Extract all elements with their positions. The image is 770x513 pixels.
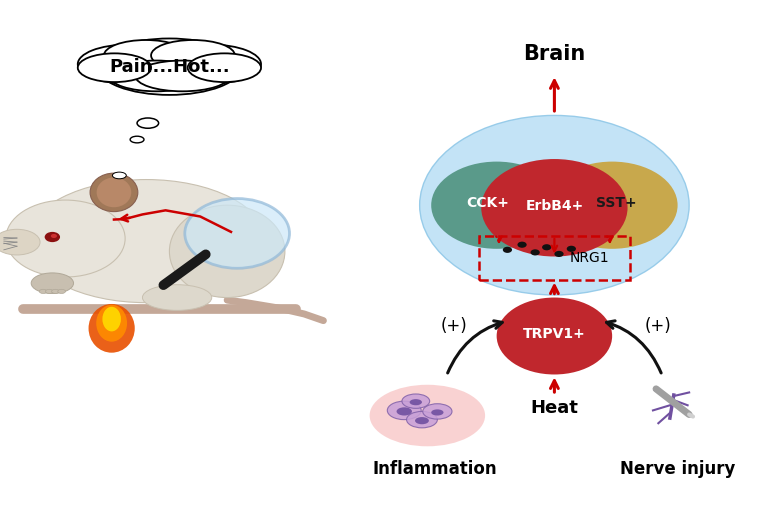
Ellipse shape (102, 307, 121, 331)
Circle shape (481, 159, 628, 256)
Text: Pain...Hot...: Pain...Hot... (109, 57, 229, 76)
Text: CCK+: CCK+ (466, 195, 509, 210)
Ellipse shape (45, 289, 53, 293)
Circle shape (542, 244, 551, 250)
Ellipse shape (104, 40, 188, 71)
Ellipse shape (151, 40, 235, 71)
Text: (+): (+) (441, 317, 467, 335)
Ellipse shape (370, 385, 485, 446)
Circle shape (517, 242, 527, 248)
Circle shape (503, 247, 512, 253)
Bar (479, 236, 630, 280)
Circle shape (567, 246, 576, 252)
Circle shape (51, 234, 57, 238)
Circle shape (547, 162, 678, 249)
Ellipse shape (78, 45, 177, 84)
Text: Inflammation: Inflammation (373, 460, 497, 479)
Ellipse shape (136, 61, 229, 91)
Circle shape (531, 249, 540, 255)
Ellipse shape (142, 285, 212, 310)
Circle shape (554, 251, 564, 257)
Ellipse shape (27, 180, 266, 303)
Ellipse shape (52, 289, 59, 293)
Ellipse shape (32, 273, 74, 293)
Ellipse shape (397, 407, 412, 416)
Circle shape (497, 298, 612, 374)
Text: NRG1: NRG1 (570, 250, 609, 265)
Ellipse shape (6, 200, 125, 277)
Ellipse shape (169, 205, 285, 298)
Text: TRPV1+: TRPV1+ (523, 327, 586, 342)
Circle shape (420, 115, 689, 295)
Ellipse shape (387, 401, 421, 420)
Ellipse shape (162, 45, 261, 84)
Ellipse shape (97, 177, 131, 207)
Ellipse shape (78, 53, 151, 82)
Text: Nerve injury: Nerve injury (620, 460, 735, 479)
Ellipse shape (112, 172, 126, 179)
Text: Heat: Heat (531, 399, 578, 417)
Ellipse shape (58, 289, 65, 293)
Ellipse shape (96, 305, 127, 342)
Ellipse shape (402, 394, 430, 408)
Text: ErbB4+: ErbB4+ (525, 199, 584, 213)
Text: SST+: SST+ (596, 195, 636, 210)
Ellipse shape (39, 289, 47, 293)
Ellipse shape (431, 409, 444, 416)
Ellipse shape (415, 417, 429, 424)
Ellipse shape (137, 118, 159, 128)
Text: (+): (+) (645, 317, 671, 335)
Ellipse shape (410, 399, 422, 405)
Ellipse shape (407, 411, 437, 428)
Text: Brain: Brain (524, 44, 585, 64)
Circle shape (45, 232, 60, 242)
Circle shape (185, 199, 290, 268)
Ellipse shape (90, 173, 138, 212)
Ellipse shape (97, 38, 242, 95)
Ellipse shape (423, 404, 452, 419)
Circle shape (431, 162, 562, 249)
Ellipse shape (109, 61, 203, 91)
Ellipse shape (130, 136, 144, 143)
Ellipse shape (89, 304, 135, 353)
Ellipse shape (188, 53, 261, 82)
Ellipse shape (0, 229, 40, 255)
